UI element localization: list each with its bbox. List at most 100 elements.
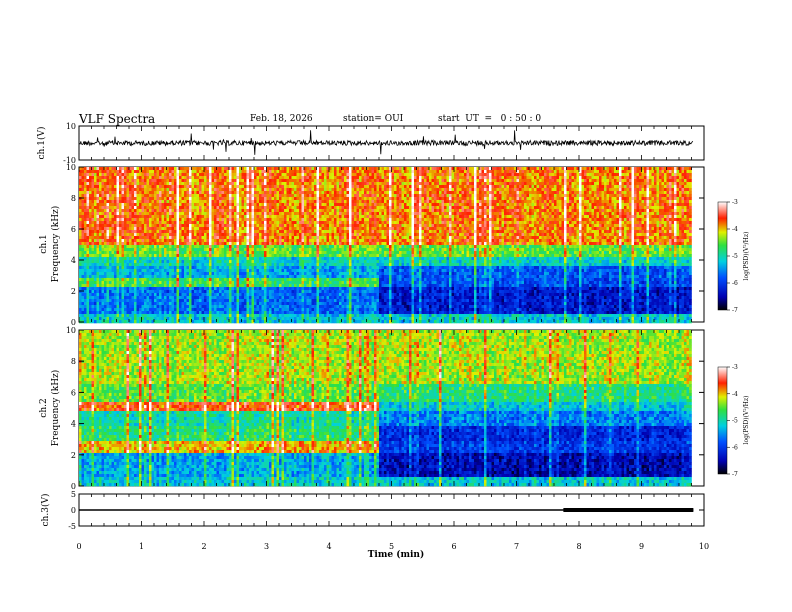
spectrogram-cell [507, 209, 510, 212]
spectrogram-cell [522, 203, 525, 206]
spectrogram-cell [224, 167, 227, 170]
spectrogram-cell [542, 224, 545, 227]
spectrogram-cell [364, 221, 367, 224]
spectrogram-cell [312, 200, 315, 203]
spectrogram-cell [527, 182, 530, 185]
spectrogram-cell [479, 209, 482, 212]
spectrogram-cell [659, 188, 662, 191]
spectrogram-cell [624, 191, 627, 194]
spectrogram-cell [184, 203, 187, 206]
spectrogram-cell [354, 173, 357, 176]
spectrogram-cell [322, 203, 325, 206]
spectrogram-cell [132, 179, 135, 182]
spectrogram-cell [574, 188, 577, 191]
spectrogram-cell [249, 224, 252, 227]
spectrogram-cell [529, 224, 532, 227]
spectrogram-cell [282, 167, 285, 170]
spectrogram-cell [172, 206, 175, 209]
spectrogram-cell [207, 188, 210, 191]
spectrogram-cell [639, 188, 642, 191]
spectrogram-cell [267, 194, 270, 197]
spectrogram-cell [459, 176, 462, 179]
spectrogram-cell [299, 221, 302, 224]
spectrogram-cell [242, 191, 245, 194]
spectrogram-cell [169, 188, 172, 191]
spectrogram-cell [602, 170, 605, 173]
spectrogram-cell [197, 203, 200, 206]
spectrogram-cell [617, 173, 620, 176]
spectrogram-cell [104, 215, 107, 218]
spectrogram-cell [447, 200, 450, 203]
spectrogram-cell [229, 194, 232, 197]
spectrogram-cell [484, 221, 487, 224]
spectrogram-cell [129, 215, 132, 218]
spectrogram-cell [189, 170, 192, 173]
spectrogram-cell [502, 173, 505, 176]
spectrogram-cell [509, 170, 512, 173]
spectrogram-cell [404, 200, 407, 203]
spectrogram-cell [177, 182, 180, 185]
spectrogram-cell [674, 203, 677, 206]
spectrogram-cell [102, 182, 105, 185]
spectrogram-cell [182, 194, 185, 197]
spectrogram-cell [112, 197, 115, 200]
spectrogram-cell [542, 197, 545, 200]
spectrogram-cell [549, 188, 552, 191]
spectrogram-cell [167, 218, 170, 221]
spectrogram-cell [509, 182, 512, 185]
spectrogram-cell [229, 203, 232, 206]
spectrogram-cell [619, 191, 622, 194]
spectrogram-cell [387, 212, 390, 215]
spectrogram-cell [387, 188, 390, 191]
spectrogram-cell [82, 179, 85, 182]
spectrogram-cell [609, 218, 612, 221]
spectrogram-cell [604, 221, 607, 224]
spectrogram-cell [557, 185, 560, 188]
spectrogram-cell [497, 176, 500, 179]
spectrogram-cell [107, 224, 110, 227]
spectrogram-cell [357, 212, 360, 215]
spectrogram-cell [614, 215, 617, 218]
spectrogram-cell [624, 215, 627, 218]
spectrogram-cell [234, 209, 237, 212]
spectrogram-cell [187, 215, 190, 218]
spectrogram-cell [152, 179, 155, 182]
spectrogram-cell [132, 200, 135, 203]
spectrogram-cell [629, 191, 632, 194]
spectrogram-cell [294, 218, 297, 221]
spectrogram-cell [674, 185, 677, 188]
spectrogram-cell [354, 197, 357, 200]
spectrogram-cell [99, 215, 102, 218]
spectrogram-cell [652, 209, 655, 212]
spectrogram-cell [519, 215, 522, 218]
spectrogram-cell [467, 212, 470, 215]
spectrogram-cell [382, 212, 385, 215]
spectrogram-cell [457, 215, 460, 218]
spectrogram-cell [389, 221, 392, 224]
spectrogram-cell [417, 212, 420, 215]
spectrogram-cell [427, 191, 430, 194]
spectrogram-cell [409, 179, 412, 182]
spectrogram-cell [192, 215, 195, 218]
spectrogram-cell [182, 224, 185, 227]
spectrogram-cell [102, 170, 105, 173]
spectrogram-cell [387, 173, 390, 176]
spectrogram-cell [212, 176, 215, 179]
spectrogram-cell [574, 221, 577, 224]
spectrogram-cell [289, 218, 292, 221]
spectrogram-cell [274, 173, 277, 176]
spectrogram-cell [689, 170, 692, 173]
spectrogram-cell [537, 218, 540, 221]
spectrogram-cell [247, 215, 250, 218]
spectrogram-cell [224, 182, 227, 185]
spectrogram-cell [557, 206, 560, 209]
spectrogram-cell [522, 209, 525, 212]
spectrogram-cell [109, 185, 112, 188]
spectrogram-cell [137, 212, 140, 215]
spectrogram-cell [527, 212, 530, 215]
spectrogram-cell [79, 194, 82, 197]
spectrogram-cell [497, 182, 500, 185]
spectrogram-cell [209, 185, 212, 188]
spectrogram-cell [364, 197, 367, 200]
spectrogram-cell [689, 173, 692, 176]
